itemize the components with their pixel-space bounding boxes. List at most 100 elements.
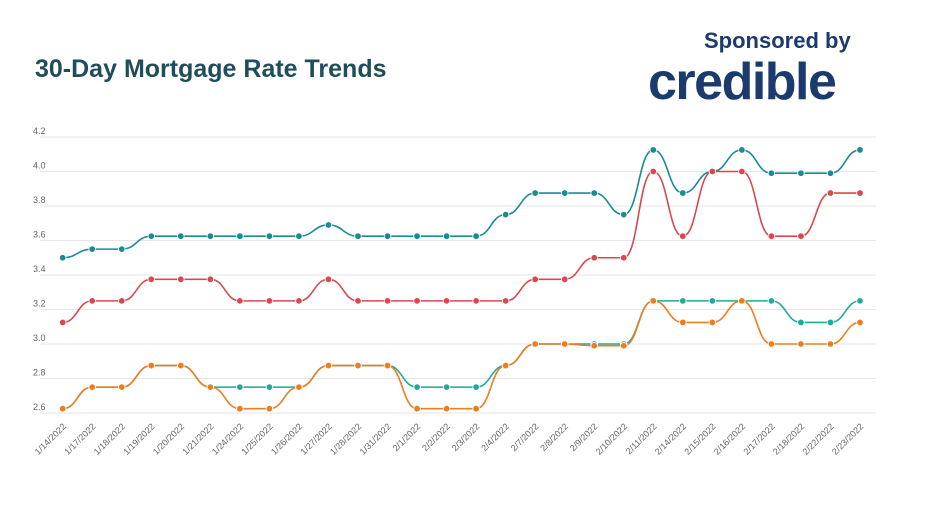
data-point (531, 275, 539, 284)
y-tick-label: 4.2 (33, 126, 46, 136)
data-point (88, 297, 96, 305)
data-point (826, 189, 835, 197)
data-point (413, 297, 421, 305)
data-point (856, 318, 864, 327)
y-tick-label: 3.4 (33, 264, 46, 274)
series-line-0 (62, 149, 861, 259)
x-tick-label: 2/3/2022 (450, 421, 482, 453)
data-point (354, 361, 362, 370)
data-point (295, 297, 303, 305)
data-point (856, 189, 864, 197)
data-point (88, 383, 96, 391)
series-line-3 (62, 300, 861, 410)
data-point (383, 361, 392, 370)
data-point (797, 169, 805, 177)
data-point (531, 340, 539, 348)
y-tick-label: 2.8 (33, 368, 46, 378)
data-point (679, 189, 687, 197)
data-point (501, 297, 510, 305)
sponsored-by-label: Sponsored by (704, 28, 851, 53)
data-point (413, 383, 421, 391)
data-point (767, 232, 776, 240)
chart-title: 30-Day Mortgage Rate Trends (35, 55, 387, 83)
data-point (413, 232, 421, 240)
data-point (531, 189, 539, 197)
data-point (236, 232, 244, 240)
data-point (265, 297, 274, 305)
data-point (620, 210, 628, 219)
data-point (472, 297, 480, 305)
data-point (590, 189, 598, 197)
data-point (561, 275, 569, 284)
data-point (590, 342, 598, 350)
x-tick-label: 2/23/2022 (830, 421, 865, 456)
data-point (620, 254, 628, 262)
data-point (147, 361, 155, 370)
data-point (177, 232, 185, 240)
data-point (679, 297, 687, 305)
data-point (590, 254, 598, 262)
data-point (206, 275, 215, 284)
data-point (236, 383, 244, 391)
data-point (147, 232, 155, 240)
data-point (797, 340, 805, 348)
data-point (265, 232, 274, 240)
data-point (501, 210, 510, 219)
data-point (738, 297, 746, 305)
data-point (442, 297, 451, 305)
data-point (354, 297, 362, 305)
data-point (118, 297, 126, 305)
y-tick-label: 3.0 (33, 333, 46, 343)
data-point (797, 232, 805, 240)
data-point (561, 189, 569, 197)
data-point (826, 340, 835, 348)
data-point (236, 297, 244, 305)
data-point (295, 383, 303, 391)
y-tick-label: 3.8 (33, 195, 46, 205)
data-point (826, 318, 835, 327)
data-point (826, 169, 835, 177)
data-point (442, 232, 451, 240)
x-tick-label: 2/10/2022 (594, 421, 629, 456)
data-point (708, 318, 717, 327)
x-tick-label: 2/4/2022 (479, 421, 511, 453)
data-point (265, 404, 274, 413)
x-tick-label: 2/7/2022 (509, 421, 541, 453)
y-tick-label: 3.6 (33, 230, 46, 240)
data-point (59, 318, 67, 327)
y-tick-label: 2.6 (33, 402, 46, 412)
data-point (206, 232, 215, 240)
y-tick-label: 3.2 (33, 299, 46, 309)
data-point (147, 275, 155, 284)
data-point (324, 275, 333, 284)
data-point (413, 404, 421, 413)
data-point (472, 383, 480, 391)
data-point (295, 232, 303, 240)
x-tick-label: 1/31/2022 (358, 421, 393, 456)
data-point (472, 232, 480, 240)
data-point (708, 297, 717, 305)
data-point (649, 297, 657, 305)
data-point (708, 167, 717, 176)
data-point (383, 297, 392, 305)
data-point (856, 297, 864, 305)
x-tick-label: 2/8/2022 (538, 421, 570, 453)
data-point (177, 361, 185, 370)
data-point (118, 245, 126, 253)
data-point (442, 383, 451, 391)
data-point (649, 146, 657, 154)
data-point (177, 275, 185, 284)
data-point (59, 404, 67, 413)
data-point (236, 404, 244, 413)
data-point (118, 383, 126, 391)
y-tick-label: 4.0 (33, 161, 46, 171)
data-point (383, 232, 392, 240)
data-point (472, 404, 480, 413)
data-point (767, 297, 776, 305)
data-point (324, 221, 333, 229)
data-point (561, 340, 569, 348)
x-tick-label: 2/1/2022 (391, 421, 423, 453)
data-point (649, 167, 657, 176)
data-point (501, 361, 510, 370)
